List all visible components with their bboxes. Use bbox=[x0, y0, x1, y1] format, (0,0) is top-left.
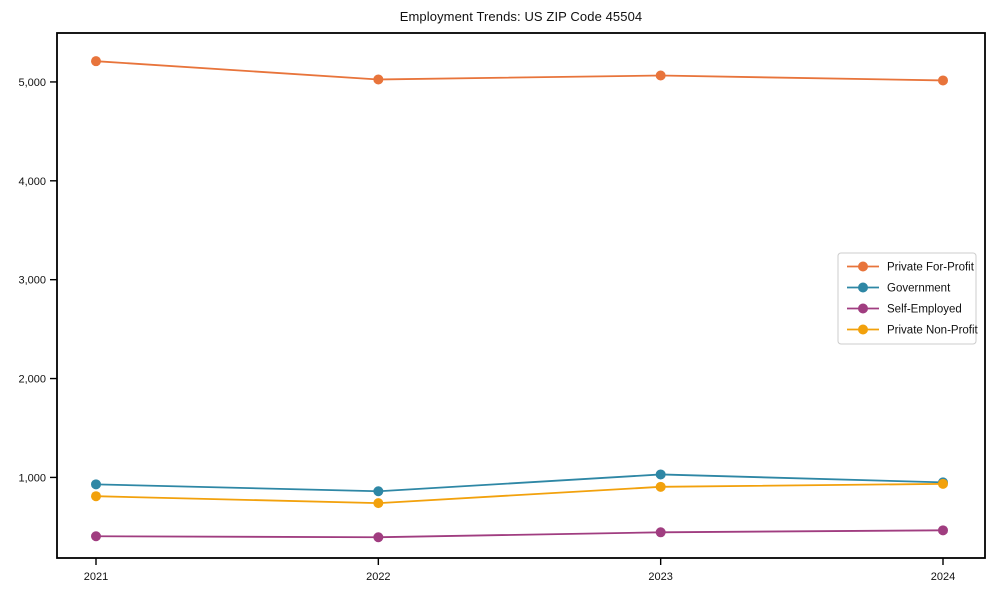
legend-marker-dot bbox=[858, 324, 868, 335]
x-tick-label: 2023 bbox=[648, 571, 672, 583]
legend-marker-dot bbox=[858, 303, 868, 314]
x-tick-label: 2022 bbox=[366, 571, 390, 583]
legend-box bbox=[837, 252, 977, 345]
data-point bbox=[91, 479, 101, 490]
series-line bbox=[95, 60, 944, 82]
data-point bbox=[938, 478, 948, 489]
legend-label: Private Non-Profit bbox=[887, 325, 979, 337]
data-point bbox=[91, 56, 101, 67]
y-tick-label: 5,000 bbox=[18, 77, 46, 89]
y-tick-label: 1,000 bbox=[18, 472, 46, 484]
y-tick-label: 2,000 bbox=[18, 374, 46, 386]
data-point bbox=[938, 525, 948, 536]
y-tick-label: 3,000 bbox=[18, 275, 46, 287]
legend-label: Self-Employed bbox=[887, 304, 962, 316]
data-point bbox=[655, 70, 666, 81]
legend-marker-dot bbox=[858, 282, 868, 293]
data-point bbox=[373, 498, 384, 509]
series-line bbox=[95, 529, 944, 539]
data-point bbox=[655, 469, 666, 480]
x-tick-label: 2021 bbox=[84, 571, 108, 583]
plot-border bbox=[56, 32, 986, 559]
data-point bbox=[655, 527, 666, 538]
series-line bbox=[95, 482, 944, 505]
data-point bbox=[373, 74, 384, 85]
x-tick-label: 2024 bbox=[931, 571, 955, 583]
legend-marker-dot bbox=[858, 261, 868, 272]
data-point bbox=[91, 531, 101, 542]
chart-title: Employment Trends: US ZIP Code 45504 bbox=[399, 9, 643, 24]
data-point bbox=[373, 532, 384, 543]
data-point bbox=[373, 486, 384, 497]
y-tick-label: 4,000 bbox=[18, 176, 46, 188]
data-point bbox=[938, 75, 948, 86]
data-point bbox=[655, 481, 666, 492]
legend-label: Private For-Profit bbox=[887, 262, 975, 274]
series-line bbox=[95, 473, 944, 493]
legend-label: Government bbox=[887, 283, 951, 295]
data-point bbox=[91, 491, 101, 502]
